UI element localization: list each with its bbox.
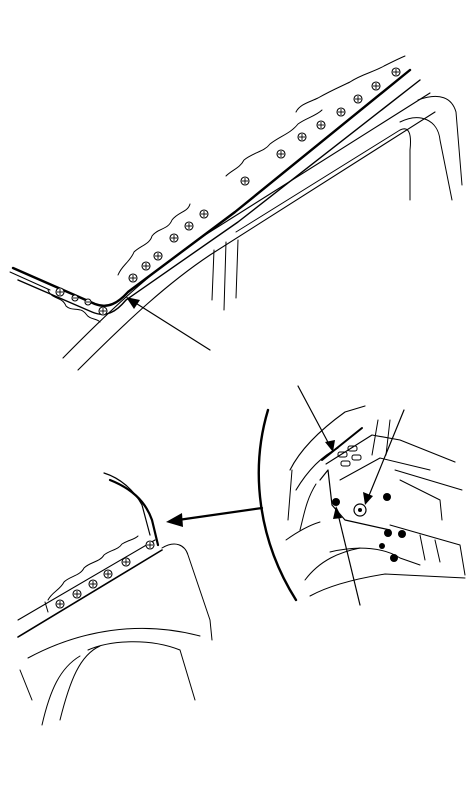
detail-panel	[17, 472, 264, 726]
clip-icon	[240, 176, 250, 186]
magnified-view	[257, 385, 466, 606]
clip-icon	[103, 569, 113, 579]
clip-icon	[316, 120, 326, 130]
body-outline	[62, 92, 463, 371]
clip-icon	[353, 94, 363, 104]
clip-icon	[199, 209, 209, 219]
clip-icon	[84, 298, 92, 306]
clip-icon	[153, 251, 163, 261]
clip-icon	[336, 107, 346, 117]
magnify-circle-arc	[257, 408, 298, 602]
overview-panel	[9, 55, 463, 371]
clip-icon	[121, 557, 131, 567]
clip-icon	[55, 599, 65, 609]
clip-icon	[391, 67, 401, 77]
overview-clips	[55, 67, 401, 316]
clip-icon	[141, 261, 151, 271]
clip-icon	[276, 149, 286, 159]
clip-icon	[128, 273, 138, 283]
clip-icon	[371, 81, 381, 91]
clip-icon	[55, 287, 65, 297]
clip-icon	[71, 294, 79, 302]
roof-molding	[9, 55, 421, 323]
clip-icon	[169, 233, 179, 243]
clip-icon	[297, 132, 307, 142]
detail-clips	[55, 540, 155, 609]
gasket-edge	[47, 535, 139, 601]
leader-arrow-icon	[126, 297, 211, 351]
clip-bracket	[337, 445, 362, 467]
body-outline-detail	[17, 472, 213, 726]
mounting-points	[332, 493, 406, 562]
leader-lines	[297, 385, 405, 606]
magnify-arrow-icon	[166, 506, 264, 527]
clip-icon	[184, 221, 194, 231]
clip-icon	[88, 579, 98, 589]
clip-icon	[145, 540, 155, 550]
magnified-body	[285, 405, 466, 597]
clip-icon	[72, 589, 82, 599]
clip-icon	[98, 306, 108, 316]
